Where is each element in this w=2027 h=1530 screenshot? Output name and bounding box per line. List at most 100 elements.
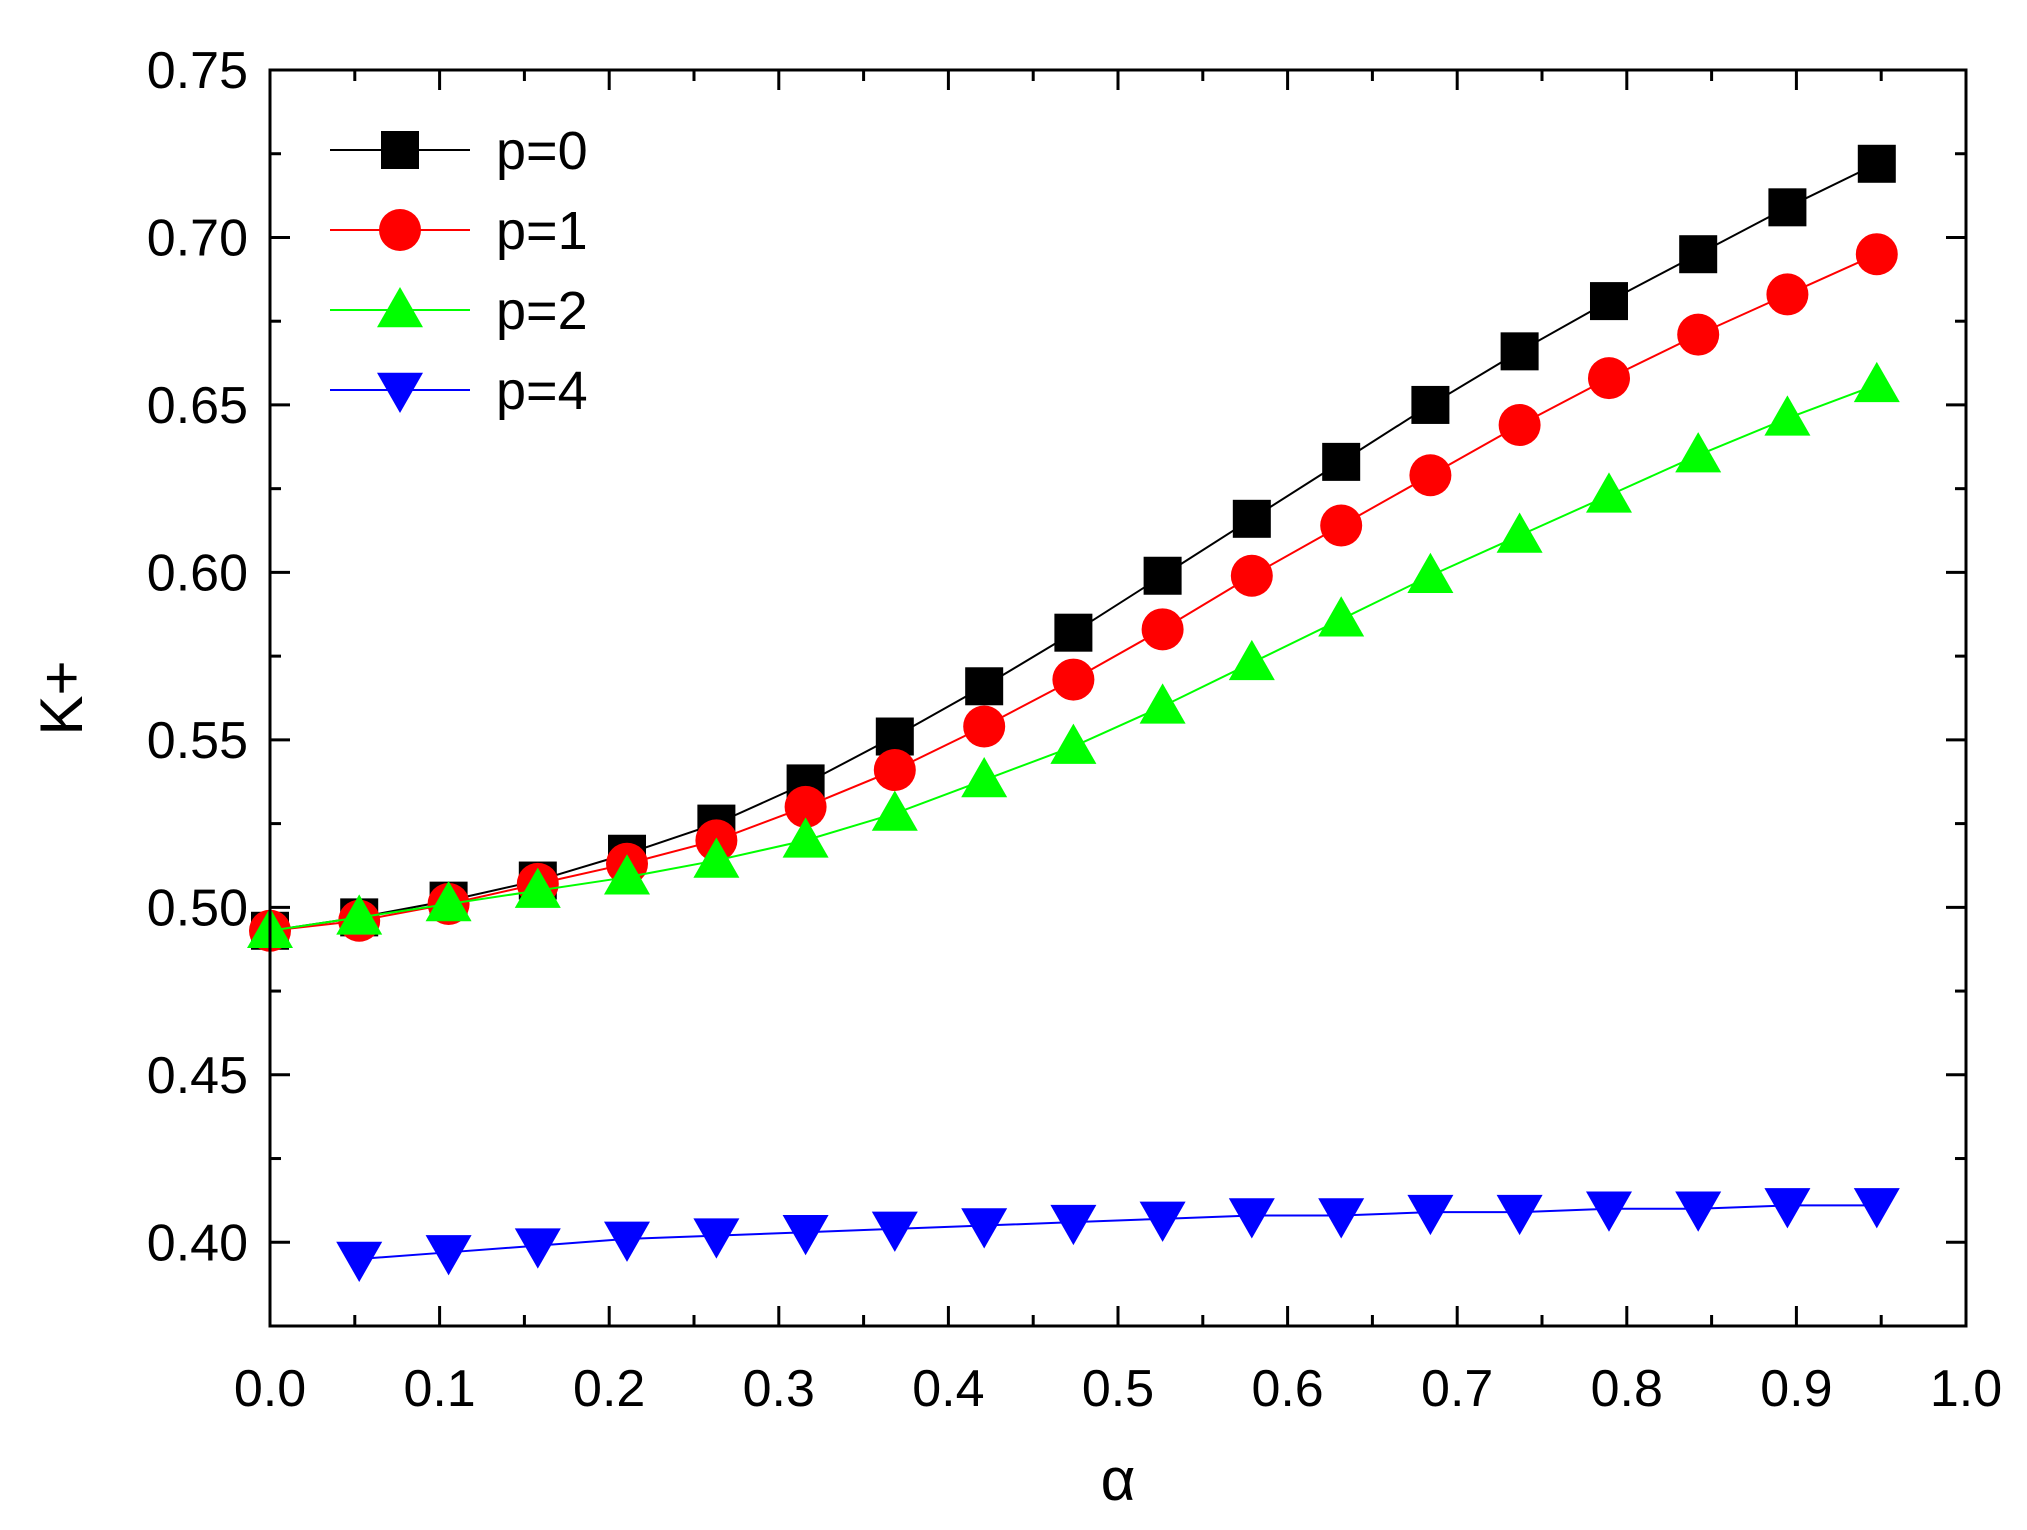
data-point [1139, 683, 1186, 724]
y-tick-label: 0.75 [147, 42, 248, 100]
data-point [1050, 723, 1097, 764]
data-point [1230, 554, 1273, 597]
data-point [1500, 332, 1539, 371]
data-point [1228, 639, 1275, 681]
legend-label: p=2 [496, 281, 588, 341]
legend-label: p=1 [496, 201, 588, 261]
y-tick-label: 0.50 [147, 879, 248, 937]
legend-marker [377, 287, 423, 328]
data-point [1052, 658, 1095, 701]
data-point [1409, 454, 1452, 497]
x-axis-title: α [1101, 1446, 1136, 1513]
data-point [1853, 1188, 1900, 1229]
data-point [871, 1211, 918, 1252]
data-point [1675, 432, 1722, 473]
x-tick-label: 0.9 [1760, 1360, 1832, 1418]
data-point [693, 837, 740, 878]
x-tick-label: 0.3 [743, 1360, 815, 1418]
data-point [1677, 313, 1720, 356]
data-point [336, 894, 383, 935]
data-point [1498, 404, 1541, 447]
data-point [1143, 556, 1182, 595]
data-point [1320, 504, 1363, 547]
tick-labels: 0.0 0.1 0.2 0.3 0.4 0.5 0.6 0.7 0.8 0.9 1.0 0.40 0.4… [147, 42, 2002, 1418]
x-tick-label: 0.7 [1421, 1360, 1493, 1418]
legend-marker [381, 131, 419, 169]
data-point [1585, 1191, 1632, 1232]
series-line [359, 1204, 1877, 1261]
x-tick-label: 0.4 [912, 1360, 984, 1418]
data-point [1675, 1191, 1722, 1232]
x-tick-label: 1.0 [1930, 1360, 2002, 1418]
data-point [1764, 395, 1811, 436]
series-p=4 [336, 1188, 1900, 1283]
data-point [784, 785, 827, 828]
data-point [1141, 608, 1184, 651]
axis-ticks [268, 68, 1968, 1328]
data-point [514, 867, 561, 908]
data-point [1050, 1204, 1097, 1246]
data-point [961, 1208, 1008, 1249]
legend-label: p=4 [496, 361, 588, 421]
series-p=2 [247, 361, 1900, 949]
data-series [247, 144, 1900, 1283]
data-point [965, 667, 1004, 706]
x-tick-label: 0.1 [403, 1360, 475, 1418]
data-point [1407, 552, 1454, 593]
data-point [425, 1235, 472, 1276]
data-point [1232, 499, 1271, 538]
data-point [1318, 1198, 1365, 1239]
y-tick-label: 0.55 [147, 712, 248, 770]
legend-item: p=2 [330, 281, 588, 341]
data-point [1139, 1201, 1186, 1242]
data-point [693, 1218, 740, 1259]
x-tick-label: 0.2 [573, 1360, 645, 1418]
data-point [604, 1221, 651, 1262]
data-point [1496, 512, 1543, 553]
x-tick-label: 0.8 [1591, 1360, 1663, 1418]
data-point [1228, 1198, 1275, 1239]
data-point [1768, 188, 1807, 227]
data-point [425, 880, 472, 922]
legend-item: p=4 [330, 361, 588, 421]
data-point [782, 1214, 829, 1256]
legend-marker [379, 209, 421, 251]
data-point [963, 705, 1006, 748]
y-tick-label: 0.40 [147, 1214, 248, 1272]
data-point [782, 817, 829, 858]
legend-marker [377, 372, 423, 413]
data-point [1054, 613, 1093, 652]
data-point [604, 854, 651, 895]
legend-item: p=0 [330, 121, 588, 181]
y-tick-label: 0.65 [147, 377, 248, 435]
data-point [514, 1228, 561, 1269]
data-point [1855, 233, 1898, 276]
plot-frame [268, 68, 1968, 1328]
legend: p=0 p=1 p=2 p=4 [330, 121, 588, 421]
data-point [1587, 357, 1630, 400]
y-tick-label: 0.70 [147, 209, 248, 267]
y-tick-label: 0.45 [147, 1047, 248, 1105]
data-point [1318, 596, 1365, 637]
data-point [1411, 385, 1450, 424]
legend-item: p=1 [330, 201, 588, 261]
legend-label: p=0 [496, 121, 588, 181]
x-tick-label: 0.0 [234, 1360, 306, 1418]
data-point [1496, 1194, 1543, 1236]
data-point [1764, 1188, 1811, 1229]
x-tick-label: 0.6 [1251, 1360, 1323, 1418]
data-point [1322, 442, 1361, 481]
data-point [1407, 1194, 1454, 1236]
y-axis-title: K+ [28, 660, 95, 735]
data-point [336, 1241, 383, 1283]
data-point [1679, 235, 1718, 274]
data-point [871, 790, 918, 831]
y-tick-label: 0.60 [147, 544, 248, 602]
data-point [873, 749, 916, 792]
data-point [961, 757, 1008, 798]
data-point [1857, 144, 1896, 183]
data-point [1766, 273, 1809, 316]
data-point [1585, 472, 1632, 513]
